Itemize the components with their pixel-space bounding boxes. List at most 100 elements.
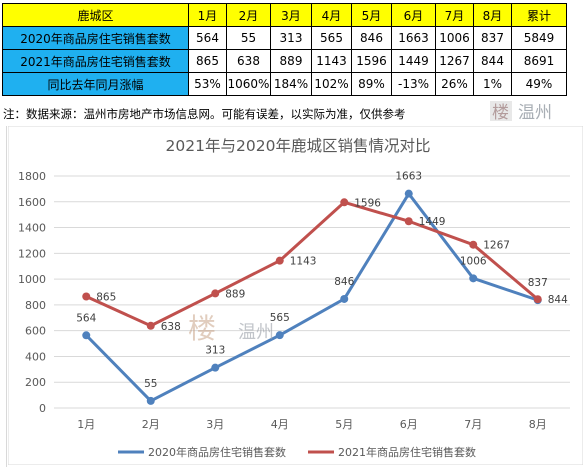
y-tick-label: 0 [39, 402, 46, 415]
data-label: 837 [528, 277, 548, 289]
x-tick-label: 8月 [529, 418, 547, 431]
table-cell[interactable]: 1% [473, 72, 512, 96]
data-point [404, 217, 413, 226]
table-cell[interactable]: -13% [391, 72, 436, 96]
chart-legend: 2020年商品房住宅销售套数 2021年商品房住宅销售套数 [118, 445, 476, 459]
table-row: 2020年商品房住宅销售套数 564 55 313 565 846 1663 1… [2, 26, 567, 50]
x-axis: 1月 2月 3月 4月 5月 6月 7月 8月 [77, 418, 547, 431]
header-cell[interactable]: 1月 [188, 3, 227, 27]
y-axis: 0 200 400 600 800 1000 1200 1400 1600 1800 [18, 170, 46, 415]
data-point [146, 396, 155, 405]
data-label: 638 [161, 321, 181, 333]
table-cell[interactable]: 102% [311, 72, 352, 96]
table-cell[interactable]: 49% [511, 72, 567, 96]
y-tick-label: 800 [25, 299, 46, 312]
table-cell[interactable]: 26% [435, 72, 474, 96]
chart-title: 2021年与2020年鹿城区销售情况对比 [166, 137, 431, 155]
x-tick-label: 6月 [400, 418, 418, 431]
table-cell[interactable]: 5849 [511, 26, 567, 50]
table-cell[interactable]: 564 [188, 26, 227, 50]
table-cell[interactable]: 1006 [435, 26, 474, 50]
y-tick-label: 1200 [18, 247, 46, 260]
table-cell[interactable]: 55 [226, 26, 271, 50]
watermark-city-text: 温州 [238, 322, 274, 343]
legend-label: 2021年商品房住宅销售套数 [338, 445, 476, 459]
data-point [82, 292, 91, 301]
data-label: 1267 [483, 240, 510, 252]
legend-label: 2020年商品房住宅销售套数 [148, 445, 286, 459]
header-cell[interactable]: 鹿城区 [2, 3, 189, 27]
data-label: 55 [144, 378, 157, 390]
data-point [340, 198, 349, 207]
table-cell[interactable]: 313 [270, 26, 312, 50]
table-cell[interactable]: 1267 [435, 49, 474, 73]
table-cell[interactable]: 865 [188, 49, 227, 73]
table-cell[interactable]: 837 [473, 26, 512, 50]
data-label: 844 [548, 294, 568, 306]
line-chart: 2021年与2020年鹿城区销售情况对比 0 200 400 600 800 1000 12… [8, 126, 583, 465]
data-label: 865 [96, 292, 116, 304]
data-point [275, 331, 284, 340]
table-cell[interactable]: 844 [473, 49, 512, 73]
header-cell[interactable]: 5月 [351, 3, 392, 27]
data-label: 846 [334, 276, 354, 288]
data-label: 313 [205, 345, 225, 357]
y-tick-label: 1600 [18, 196, 46, 209]
header-cell[interactable]: 8月 [473, 3, 512, 27]
table-cell[interactable]: 889 [270, 49, 312, 73]
data-label: 565 [270, 312, 290, 324]
row-label-cell[interactable]: 同比去年同月涨幅 [2, 72, 189, 96]
table-row: 2021年商品房住宅销售套数 865 638 889 1143 1596 144… [2, 49, 567, 73]
watermark-logo-center: 楼 温州 [188, 312, 274, 345]
y-tick-label: 1000 [18, 273, 46, 286]
data-point [469, 240, 478, 249]
y-tick-label: 1800 [18, 170, 46, 183]
data-point [211, 289, 220, 298]
y-tick-label: 400 [25, 350, 46, 363]
y-tick-label: 600 [25, 325, 46, 338]
table-cell[interactable]: 565 [311, 26, 352, 50]
table-cell[interactable]: 846 [351, 26, 392, 50]
x-tick-label: 1月 [77, 418, 95, 431]
data-point [533, 295, 542, 304]
header-cell[interactable]: 3月 [270, 3, 312, 27]
table-cell[interactable]: 53% [188, 72, 227, 96]
row-label-cell[interactable]: 2021年商品房住宅销售套数 [2, 49, 189, 73]
header-cell[interactable]: 4月 [311, 3, 352, 27]
data-label: 1449 [419, 216, 446, 228]
data-label: 1663 [395, 171, 422, 183]
series-line [84, 192, 540, 403]
header-cell[interactable]: 累计 [511, 3, 567, 27]
header-cell[interactable]: 6月 [391, 3, 436, 27]
table-cell[interactable]: 1449 [391, 49, 436, 73]
table-cell[interactable]: 1143 [311, 49, 352, 73]
table-row: 同比去年同月涨幅 53% 1060% 184% 102% 89% -13% 26… [2, 72, 567, 96]
table-cell[interactable]: 89% [351, 72, 392, 96]
table-cell[interactable]: 8691 [511, 49, 567, 73]
x-tick-label: 3月 [206, 418, 224, 431]
watermark-brand-text: 楼 [492, 103, 509, 123]
sales-table: 鹿城区 1月 2月 3月 4月 5月 6月 7月 8月 累计 2020年商品房住… [2, 3, 567, 96]
data-point [146, 321, 155, 330]
x-tick-label: 5月 [335, 418, 353, 431]
data-label: 1143 [290, 256, 317, 268]
table-cell[interactable]: 638 [226, 49, 271, 73]
table-header-row: 鹿城区 1月 2月 3月 4月 5月 6月 7月 8月 累计 [2, 3, 567, 27]
x-tick-label: 7月 [464, 418, 482, 431]
table-cell[interactable]: 1596 [351, 49, 392, 73]
data-labels: 564 55 313 565 846 1663 1006 837 865 638 889 1143 15… [76, 171, 568, 390]
header-cell[interactable]: 7月 [435, 3, 474, 27]
watermark-brand-text: 楼 [188, 312, 216, 345]
x-tick-label: 4月 [271, 418, 289, 431]
data-point [211, 363, 220, 372]
x-tick-label: 2月 [142, 418, 160, 431]
data-point [275, 256, 284, 265]
header-cell[interactable]: 2月 [226, 3, 271, 27]
series-line [84, 200, 540, 328]
row-label-cell[interactable]: 2020年商品房住宅销售套数 [2, 26, 189, 50]
table-cell[interactable]: 1060% [226, 72, 271, 96]
data-label: 889 [225, 288, 245, 300]
table-cell[interactable]: 184% [270, 72, 312, 96]
table-cell[interactable]: 1663 [391, 26, 436, 50]
watermark-logo: 楼 温州 [490, 101, 552, 123]
